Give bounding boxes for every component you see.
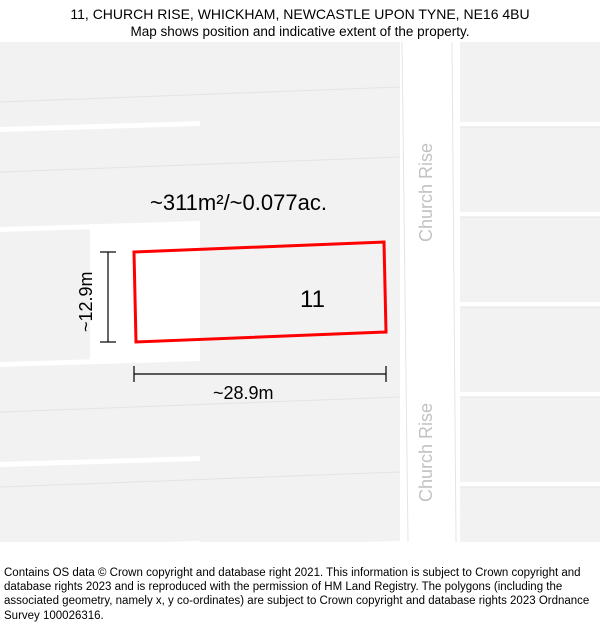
area-label: ~311m²/~0.077ac.: [150, 190, 327, 215]
dim-height-label: ~12.9m: [76, 271, 96, 332]
footer-copyright: Contains OS data © Crown copyright and d…: [4, 566, 596, 624]
building-block: [460, 307, 600, 392]
building-block: [460, 487, 600, 542]
building-block: [460, 42, 600, 122]
property-number: 11: [300, 286, 325, 313]
road-label: Church Rise: [416, 403, 436, 502]
building-block: [460, 127, 600, 212]
map: Church Rise Church Rise 11 ~311m²/~0.077ac.…: [0, 42, 600, 542]
dim-width-label: ~28.9m: [213, 383, 274, 403]
building-block: [460, 217, 600, 302]
header: 11, CHURCH RISE, WHICKHAM, NEWCASTLE UPO…: [0, 0, 600, 40]
header-title: 11, CHURCH RISE, WHICKHAM, NEWCASTLE UPO…: [0, 6, 600, 24]
building-block: [0, 361, 200, 462]
road-label: Church Rise: [416, 143, 436, 242]
header-subtitle: Map shows position and indicative extent…: [0, 24, 600, 41]
building-block: [460, 397, 600, 482]
page: 11, CHURCH RISE, WHICKHAM, NEWCASTLE UPO…: [0, 0, 600, 625]
